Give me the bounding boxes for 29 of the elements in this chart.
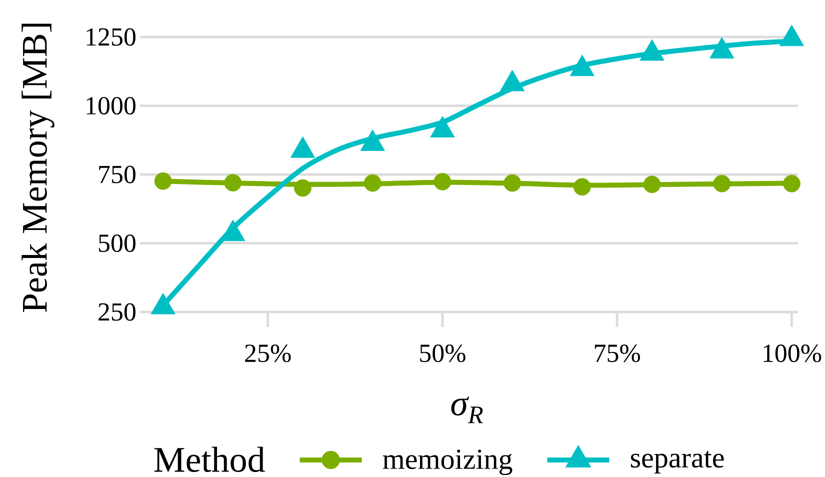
point — [154, 172, 172, 190]
point — [779, 24, 804, 46]
point — [294, 179, 312, 197]
x-axis-title: σ$_{R}$ — [451, 396, 483, 424]
x-tick-label: 25% — [245, 344, 291, 362]
y-tick-label: 250 — [98, 303, 136, 321]
point — [570, 54, 594, 76]
x-tick-label: 100% — [764, 344, 822, 362]
point — [713, 174, 731, 192]
legend-title: Method — [154, 446, 265, 472]
point — [573, 178, 591, 196]
y-tick-label: 1000 — [86, 96, 136, 115]
point — [640, 39, 664, 61]
y-tick-label: 1250 — [86, 28, 136, 46]
y-tick-label: 500 — [98, 234, 136, 252]
point — [710, 37, 734, 58]
x-tick-label: 75% — [594, 344, 640, 362]
point — [224, 174, 242, 192]
point — [364, 174, 382, 192]
y-axis-title: Peak Memory [MB] — [22, 24, 54, 312]
legend-label: separate — [630, 451, 724, 474]
point — [783, 174, 800, 192]
point — [434, 172, 452, 190]
y-tick-label: 750 — [99, 166, 136, 184]
legend-label: memoizing — [382, 450, 512, 476]
point — [500, 70, 525, 92]
point — [643, 176, 661, 194]
point — [504, 174, 522, 192]
x-tick-label: 50% — [420, 344, 466, 362]
